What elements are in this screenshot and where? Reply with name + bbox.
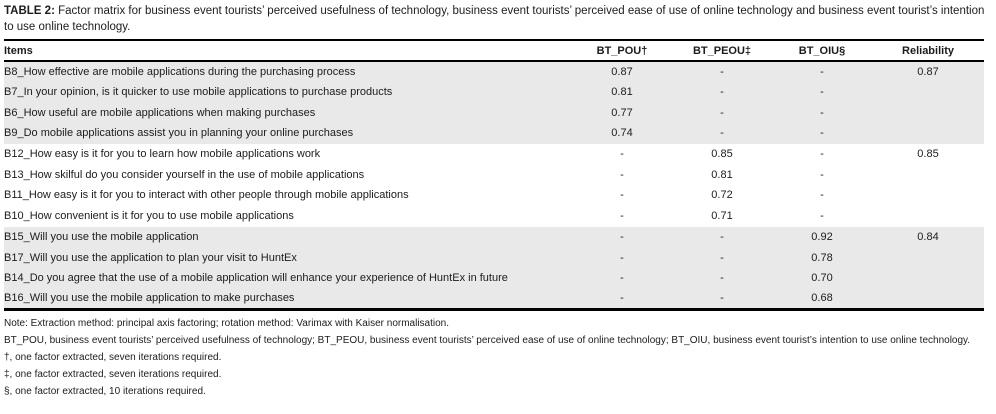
bt_pou-cell: 0.74 bbox=[611, 127, 633, 140]
bt_peou-cell: - bbox=[720, 65, 724, 78]
reliability-cell bbox=[872, 102, 984, 123]
item-cell: B8_How effective are mobile applications… bbox=[4, 65, 356, 78]
bt_pou-cell: - bbox=[620, 272, 624, 285]
item-cell: B17_Will you use the application to plan… bbox=[4, 251, 297, 264]
footnote-3: †, one factor extracted, seven iteration… bbox=[4, 351, 222, 363]
reliability-cell: 0.84 bbox=[917, 230, 939, 243]
bt_peou-cell: 0.71 bbox=[711, 210, 733, 223]
bt_oiu-cell: - bbox=[820, 106, 824, 119]
column-header-reliability: Reliability bbox=[872, 40, 984, 62]
table-row: B17_Will you use the application to plan… bbox=[4, 247, 984, 268]
item-cell: B15_Will you use the mobile application bbox=[4, 230, 199, 243]
item-cell: B14_Do you agree that the use of a mobil… bbox=[4, 272, 508, 285]
reliability-cell: 0.85 bbox=[917, 148, 939, 161]
table-row: B10_How convenient is it for you to use … bbox=[4, 206, 984, 227]
table-header: Items BT_POU† BT_PEOU‡ BT_OIU§ Reliability bbox=[4, 40, 984, 62]
table-header-row: Items BT_POU† BT_PEOU‡ BT_OIU§ Reliability bbox=[4, 40, 984, 62]
table-row: B14_Do you agree that the use of a mobil… bbox=[4, 267, 984, 289]
reliability-cell bbox=[872, 289, 984, 310]
bt_peou-cell: - bbox=[720, 86, 724, 99]
bt_pou-cell: 0.81 bbox=[611, 86, 633, 99]
bt_pou-cell: - bbox=[620, 189, 624, 202]
bt_pou-cell: - bbox=[620, 292, 624, 305]
bt_pou-cell: - bbox=[620, 148, 624, 161]
bt_oiu-cell: 0.78 bbox=[811, 251, 833, 264]
bt_pou-cell: - bbox=[620, 230, 624, 243]
column-header-bt_oiu: BT_OIU§ bbox=[772, 40, 872, 62]
table-row: B13_How skilful do you consider yourself… bbox=[4, 164, 984, 185]
bt_peou-cell: - bbox=[720, 292, 724, 305]
reliability-cell: 0.87 bbox=[917, 65, 939, 78]
reliability-cell bbox=[872, 268, 984, 289]
table-number: TABLE 2: bbox=[4, 5, 55, 17]
bt_pou-cell: 0.87 bbox=[611, 65, 633, 78]
bt_peou-cell: - bbox=[720, 251, 724, 264]
column-header-bt_pou: BT_POU† bbox=[572, 40, 672, 62]
table-caption: TABLE 2: Factor matrix for business even… bbox=[4, 3, 990, 35]
bt_peou-cell: - bbox=[720, 106, 724, 119]
item-cell: B9_Do mobile applications assist you in … bbox=[4, 127, 354, 140]
bt_oiu-cell: - bbox=[820, 65, 824, 78]
item-cell: B6_How useful are mobile applications wh… bbox=[4, 106, 316, 119]
bt_pou-cell: 0.77 bbox=[611, 106, 633, 119]
column-header-bt_peou: BT_PEOU‡ bbox=[672, 40, 772, 62]
footnote-2: BT_POU, business event tourists’ perceiv… bbox=[4, 334, 971, 346]
bt_oiu-cell: 0.68 bbox=[811, 292, 833, 305]
bt_peou-cell: - bbox=[720, 272, 724, 285]
bt_peou-cell: 0.81 bbox=[711, 168, 733, 181]
item-cell: B10_How convenient is it for you to use … bbox=[4, 210, 294, 223]
bt_peou-cell: - bbox=[720, 230, 724, 243]
item-cell: B7_In your opinion, is it quicker to use… bbox=[4, 86, 393, 99]
item-cell: B12_How easy is it for you to learn how … bbox=[4, 148, 321, 161]
column-header-item: Items bbox=[4, 40, 572, 62]
table-row: B16_Will you use the mobile application … bbox=[4, 288, 984, 310]
bt_oiu-cell: - bbox=[820, 86, 824, 99]
table-body: B8_How effective are mobile applications… bbox=[4, 61, 984, 310]
table-footnotes: Note: Extraction method: principal axis … bbox=[4, 317, 990, 400]
bt_oiu-cell: - bbox=[820, 168, 824, 181]
reliability-cell bbox=[872, 206, 984, 227]
table-row: B7_In your opinion, is it quicker to use… bbox=[4, 81, 984, 103]
item-cell: B16_Will you use the mobile application … bbox=[4, 292, 295, 305]
table-row: B11_How easy is it for you to interact w… bbox=[4, 185, 984, 206]
bt_peou-cell: 0.72 bbox=[711, 189, 733, 202]
reliability-cell bbox=[872, 123, 984, 144]
footnote-1: Note: Extraction method: principal axis … bbox=[4, 317, 450, 329]
table-row: B12_How easy is it for you to learn how … bbox=[4, 144, 984, 165]
factor-matrix-table: Items BT_POU† BT_PEOU‡ BT_OIU§ Reliability B… bbox=[4, 39, 984, 311]
item-cell: B11_How easy is it for you to interact w… bbox=[4, 189, 409, 202]
bt_oiu-cell: - bbox=[820, 210, 824, 223]
reliability-cell bbox=[872, 185, 984, 206]
bt_oiu-cell: 0.70 bbox=[811, 272, 833, 285]
bt_oiu-cell: 0.92 bbox=[811, 230, 833, 243]
reliability-cell bbox=[872, 164, 984, 185]
bt_pou-cell: - bbox=[620, 168, 624, 181]
reliability-cell bbox=[872, 247, 984, 268]
bt_oiu-cell: - bbox=[820, 148, 824, 161]
bt_oiu-cell: - bbox=[820, 127, 824, 140]
item-cell: B13_How skilful do you consider yourself… bbox=[4, 168, 365, 181]
reliability-cell bbox=[872, 82, 984, 103]
bt_pou-cell: - bbox=[620, 251, 624, 264]
bt_pou-cell: - bbox=[620, 210, 624, 223]
table-caption-text: Factor matrix for business event tourist… bbox=[4, 5, 985, 33]
table-row: B15_Will you use the mobile application -… bbox=[4, 226, 984, 248]
bt_peou-cell: - bbox=[720, 127, 724, 140]
bt_peou-cell: 0.85 bbox=[711, 148, 733, 161]
table-row: B9_Do mobile applications assist you in … bbox=[4, 123, 984, 144]
footnote-4: ‡, one factor extracted, seven iteration… bbox=[4, 368, 222, 380]
table-row: B8_How effective are mobile applications… bbox=[4, 61, 984, 82]
footnote-5: §, one factor extracted, 10 iterations r… bbox=[4, 385, 206, 397]
table-row: B6_How useful are mobile applications wh… bbox=[4, 102, 984, 124]
bt_oiu-cell: - bbox=[820, 189, 824, 202]
